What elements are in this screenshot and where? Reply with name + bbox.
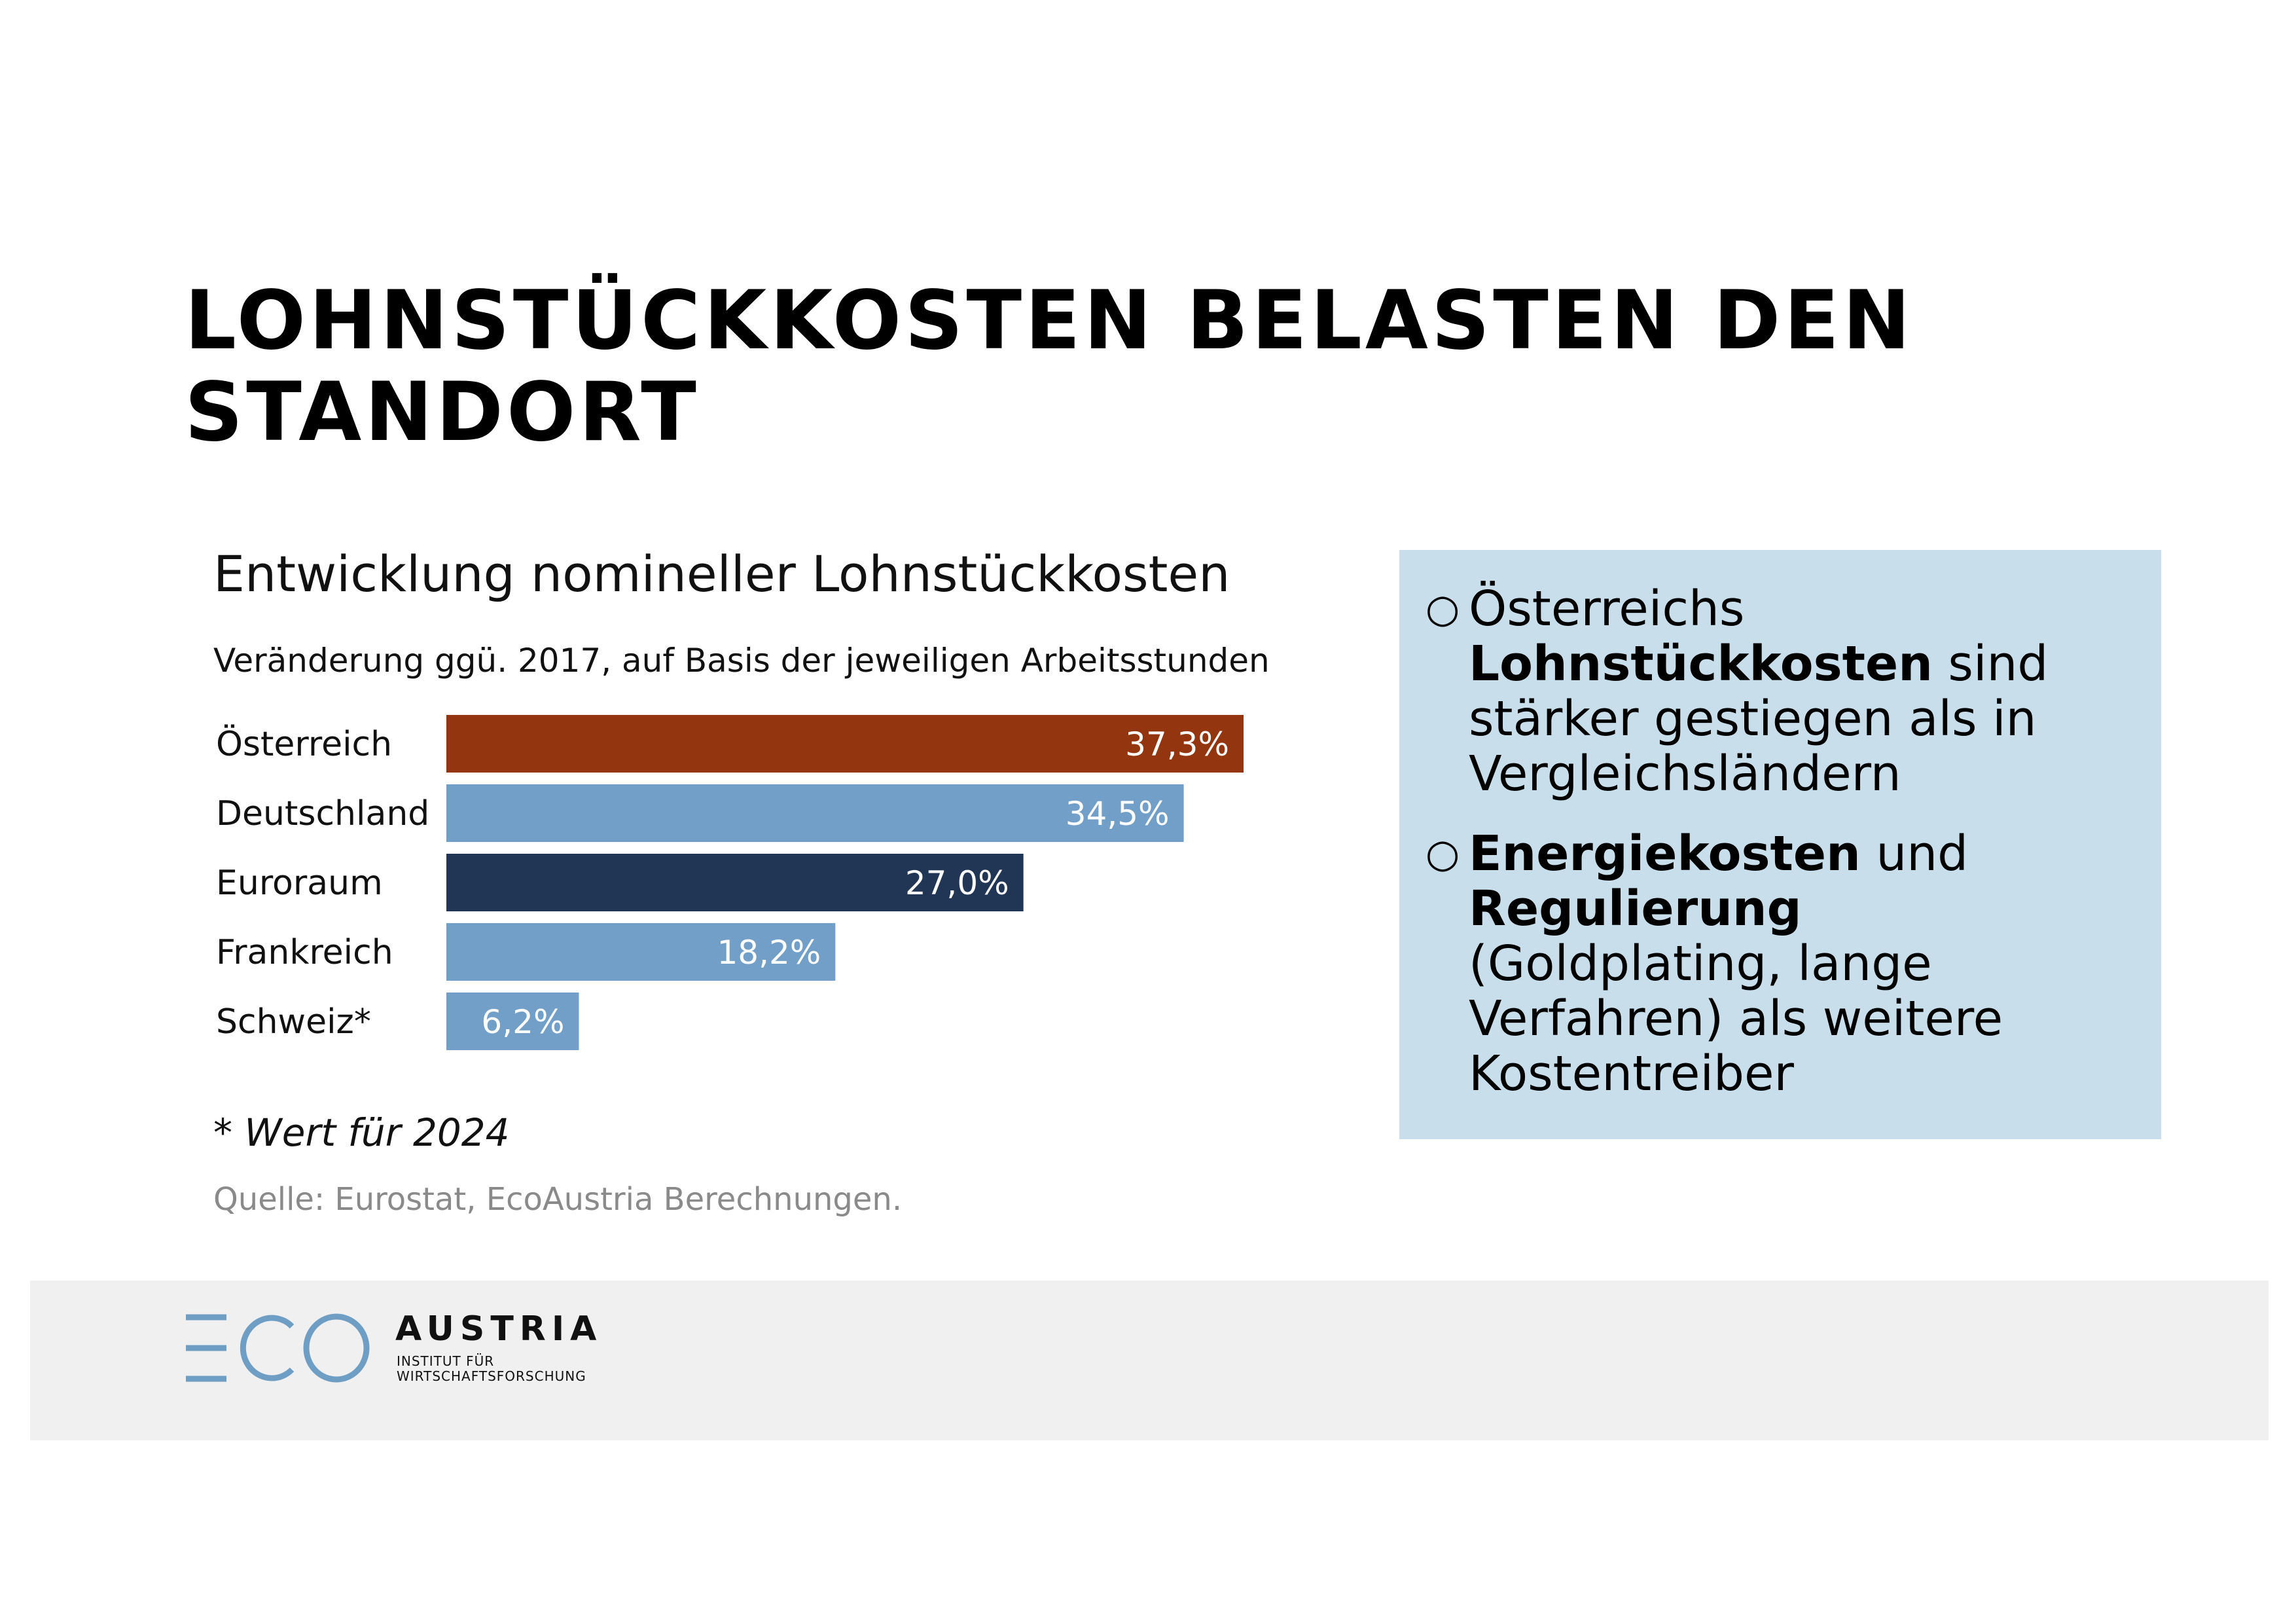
bullet-rest: sind stärker gestiegen als in Vergleichs…	[1469, 636, 2049, 802]
bullet-connector: und	[1860, 826, 1969, 882]
logo-letter-o	[303, 1313, 370, 1383]
logo-wordmark: AUSTRIA	[395, 1309, 603, 1349]
logo-letter-e	[186, 1314, 226, 1382]
value-label-schweiz: 6,2%	[481, 1003, 564, 1041]
circle-bullet-icon: ○	[1426, 831, 1460, 877]
slide-title: LOHNSTÜCKKOSTEN BELASTEN DEN STANDORT	[185, 274, 1914, 460]
category-label-euroraum: Euroraum	[216, 864, 383, 903]
logo-subtitle-line2: WIRTSCHAFTSFORSCHUNG	[397, 1368, 586, 1384]
bullet-lead: Österreichs	[1469, 581, 1745, 637]
bullet-item-lohnstueckkosten: ○ Österreichs Lohnstückkosten sind stärk…	[1426, 581, 2135, 801]
chart-subtitle: Veränderung ggü. 2017, auf Basis der jew…	[213, 642, 1270, 680]
category-label-österreich: Österreich	[216, 724, 392, 764]
bar-frankreich	[446, 923, 836, 981]
logo-subtitle: INSTITUT FÜR WIRTSCHAFTSFORSCHUNG	[397, 1354, 586, 1384]
bullet-text: Energiekosten und Regulierung (Goldplati…	[1469, 826, 2123, 1101]
bar-deutschland	[446, 784, 1184, 842]
bullet-text: Österreichs Lohnstückkosten sind stärker…	[1469, 581, 2123, 801]
eco-logo-mark	[186, 1313, 370, 1383]
value-label-frankreich: 18,2%	[717, 934, 821, 972]
key-points-box: ○ Österreichs Lohnstückkosten sind stärk…	[1399, 550, 2161, 1139]
circle-bullet-icon: ○	[1426, 586, 1460, 632]
category-label-schweiz: Schweiz*	[216, 1002, 371, 1042]
category-label-deutschland: Deutschland	[216, 794, 429, 833]
bar-österreich	[446, 715, 1244, 773]
footer-band	[30, 1281, 2269, 1440]
bullet-emphasis: Regulierung	[1469, 881, 1802, 937]
logo-letter-c	[240, 1315, 295, 1381]
chart-source: Quelle: Eurostat, EcoAustria Berechnunge…	[213, 1181, 903, 1218]
bullet-rest: (Goldplating, lange Verfahren) als weite…	[1469, 936, 2003, 1102]
bullet-emphasis: Energiekosten	[1469, 826, 1861, 882]
bullet-item-kostentreiber: ○ Energiekosten und Regulierung (Goldpla…	[1426, 826, 2135, 1101]
bar-chart: Österreich 37,3% Deutschland 34,5% Euroraum 2…	[216, 715, 1244, 1050]
bullet-emphasis: Lohnstückkosten	[1469, 636, 1933, 692]
bar-schweiz	[446, 993, 579, 1050]
chart-footnote: * Wert für 2024	[213, 1110, 510, 1155]
logo-subtitle-line1: INSTITUT FÜR	[397, 1353, 495, 1369]
chart-title: Entwicklung nomineller Lohnstückkosten	[213, 545, 1230, 603]
bar-euroraum	[446, 854, 1024, 911]
value-label-österreich: 37,3%	[1125, 725, 1229, 763]
category-label-frankreich: Frankreich	[216, 933, 393, 972]
value-label-deutschland: 34,5%	[1066, 795, 1170, 833]
value-label-euroraum: 27,0%	[905, 864, 1009, 902]
